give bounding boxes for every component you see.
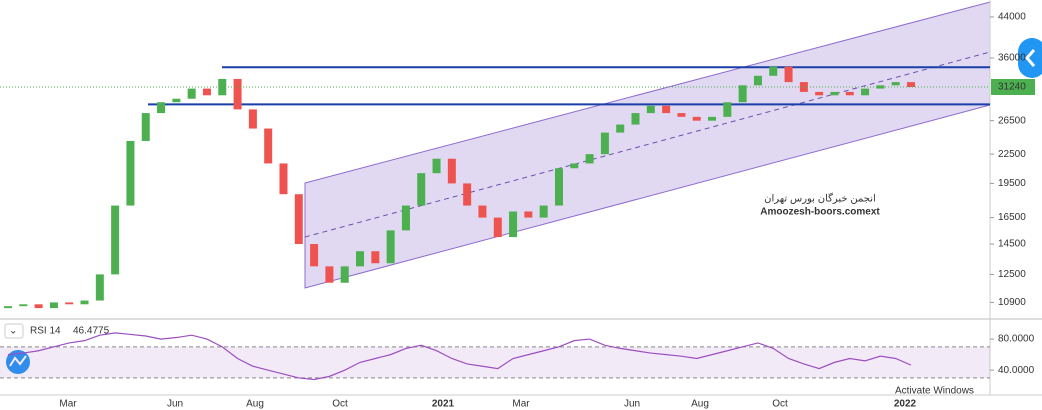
channel-mid: [304, 51, 991, 238]
x-tick-label: Oct: [332, 399, 348, 410]
watermark-fa: انجمن خبرگان بورس تهران: [764, 193, 876, 205]
y-tick-label: 22500: [998, 149, 1026, 160]
candle: [799, 82, 808, 92]
candle: [692, 116, 701, 121]
candle: [554, 168, 563, 206]
collapse-icon[interactable]: ⌄: [9, 326, 17, 337]
side-panel-arrow[interactable]: [1025, 49, 1036, 67]
candle: [294, 194, 303, 245]
candle: [264, 128, 273, 164]
candle: [172, 98, 181, 103]
x-tick-label: 2021: [432, 399, 455, 410]
candle: [111, 205, 120, 275]
side-panel-button[interactable]: [1018, 38, 1042, 78]
y-tick-label: 36000: [998, 53, 1026, 64]
candle: [463, 183, 472, 206]
candle: [157, 102, 166, 114]
candle: [447, 158, 456, 184]
indicator-name: RSI 14: [30, 326, 61, 337]
candle: [815, 91, 824, 96]
y-tick-label: 14500: [998, 239, 1026, 250]
candle: [784, 66, 793, 83]
candle: [126, 140, 135, 206]
candle: [677, 113, 686, 117]
x-tick-label: Oct: [772, 399, 788, 410]
candle: [493, 217, 502, 238]
candle: [432, 158, 441, 174]
last-price-box: [991, 79, 1035, 96]
candle: [233, 78, 242, 110]
x-tick-label: Mar: [512, 399, 530, 410]
candle: [753, 75, 762, 86]
candle: [876, 85, 885, 89]
candle: [401, 205, 410, 231]
candle: [646, 105, 655, 114]
candle: [845, 91, 854, 96]
y-tick-label: 16500: [998, 212, 1026, 223]
y-tick-label: 10900: [998, 297, 1026, 308]
candle: [662, 105, 671, 114]
rsi-line: [7, 332, 912, 381]
x-tick-label: Jun: [167, 399, 183, 410]
last-price-label: 31240: [998, 82, 1026, 93]
candle: [600, 132, 609, 155]
x-tick-label: Mar: [59, 399, 77, 410]
candle: [187, 88, 196, 99]
candle: [4, 306, 12, 309]
collapse-button[interactable]: [4, 323, 24, 339]
x-tick-label: 2022: [894, 399, 917, 410]
candle: [830, 91, 839, 96]
candle: [907, 82, 915, 88]
candle: [325, 266, 334, 283]
candle: [769, 66, 778, 76]
candle: [34, 304, 43, 309]
candle: [723, 102, 732, 117]
candle: [708, 116, 717, 121]
candle: [356, 251, 365, 267]
candle: [141, 113, 150, 141]
logo-mark: [9, 355, 27, 367]
candle: [248, 109, 257, 129]
candle: [340, 266, 349, 283]
candle: [279, 163, 288, 195]
candle: [95, 274, 104, 301]
candle: [891, 82, 900, 86]
candle: [371, 251, 380, 264]
watermark-en: Amoozesh-boors.comext: [760, 207, 880, 218]
x-tick-label: Aug: [691, 399, 709, 410]
os-overlay: Activate Windows: [895, 386, 974, 397]
candle: [738, 85, 747, 103]
candle: [65, 302, 74, 305]
candle: [386, 230, 395, 264]
candle: [49, 302, 58, 309]
y-tick-label: 12500: [998, 269, 1026, 280]
candle: [570, 163, 579, 169]
x-tick-label: Aug: [246, 399, 264, 410]
candle: [524, 211, 533, 218]
candle: [310, 244, 319, 267]
candle: [539, 205, 548, 218]
candle: [585, 154, 594, 164]
y-tick-label: 44000: [998, 12, 1026, 23]
candle: [80, 300, 89, 305]
candle: [202, 88, 211, 96]
candle: [19, 304, 28, 307]
candle: [509, 211, 518, 238]
rsi-tick-label: 80.0000: [998, 334, 1035, 345]
rsi-tick-label: 40.0000: [998, 365, 1035, 376]
rsi-band: [0, 346, 990, 378]
candle: [631, 113, 640, 125]
y-tick-label: 26500: [998, 115, 1026, 126]
candle: [417, 173, 426, 206]
y-tick-label: 19500: [998, 178, 1026, 189]
candle: [861, 88, 870, 96]
candle: [478, 205, 487, 218]
candle: [616, 124, 625, 133]
x-tick-label: Jun: [624, 399, 640, 410]
indicator-value: 46.4775: [73, 326, 110, 337]
